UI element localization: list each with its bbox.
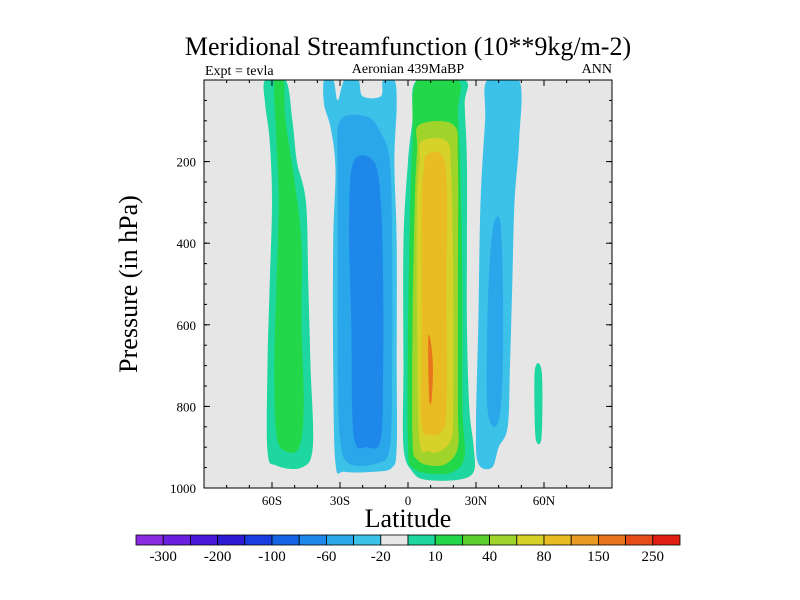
colorbar-label: 10 [428, 549, 443, 565]
colorbar-label: 40 [482, 549, 497, 565]
colorbar-label: -300 [149, 549, 177, 565]
contour-ferrel-cell-core [349, 155, 384, 449]
x-tick-label: 0 [405, 493, 412, 508]
x-tick-label: 30S [330, 493, 350, 508]
colorbar-swatch [625, 534, 654, 546]
colorbar-swatch [325, 534, 354, 546]
contour-sh-polar-cell-core [274, 80, 304, 453]
colorbar-swatch [407, 534, 436, 546]
colorbar-label: -100 [258, 549, 286, 565]
colorbar-swatch [135, 534, 164, 546]
y-tick-label: 200 [177, 155, 197, 170]
colorbar-swatch [461, 534, 490, 546]
y-tick-label: 800 [177, 399, 197, 414]
x-axis-label: Latitude [365, 504, 452, 533]
x-tick-label: 60N [533, 493, 556, 508]
colorbar-swatch [543, 534, 572, 546]
colorbar-swatch [298, 534, 327, 546]
colorbar-swatch [570, 534, 599, 546]
colorbar-swatch [434, 534, 463, 546]
colorbar-swatch [271, 534, 300, 546]
contour-regions [263, 80, 543, 481]
period-label: Aeronian 439MaBP [352, 62, 465, 77]
contour-nh-ferrel-cell-core [486, 216, 504, 427]
colorbar-swatch [189, 534, 218, 546]
axis-ticks: 60S 30S 0 30N 60N 200 400 600 800 1000 [170, 79, 613, 508]
colorbar-label: 150 [587, 549, 610, 565]
colorbar-swatch [652, 534, 681, 546]
y-tick-label: 400 [177, 236, 197, 251]
contour-nh-polar-sliver [534, 363, 543, 445]
x-tick-label: 60S [262, 493, 282, 508]
colorbar-swatch [244, 534, 273, 546]
colorbar-swatch [516, 534, 545, 546]
colorbar-label: -20 [371, 549, 391, 565]
colorbar-label: 250 [642, 549, 665, 565]
colorbar-label: 80 [537, 549, 552, 565]
colorbar-swatch [489, 534, 518, 546]
chart-title: Meridional Streamfunction (10**9kg/m-2) [185, 32, 631, 61]
colorbar-label: -60 [316, 549, 336, 565]
colorbar-swatch [217, 534, 246, 546]
colorbar-label: -200 [204, 549, 232, 565]
y-tick-label: 1000 [170, 481, 196, 496]
y-tick-label: 600 [177, 318, 197, 333]
colorbar: -300 -200 -100 -60 -20 10 40 80 150 250 [135, 534, 681, 565]
contour-hadley-cell-peak [428, 334, 433, 405]
colorbar-swatch [162, 534, 191, 546]
y-axis-label: Pressure (in hPa) [114, 195, 143, 373]
colorbar-swatch [353, 534, 382, 546]
season-label: ANN [582, 62, 612, 77]
x-tick-label: 30N [465, 493, 488, 508]
expt-label: Expt = tevla [205, 64, 274, 79]
colorbar-swatch [598, 534, 627, 546]
contour-hadley-cell-core [420, 151, 448, 436]
colorbar-swatch [380, 534, 409, 546]
